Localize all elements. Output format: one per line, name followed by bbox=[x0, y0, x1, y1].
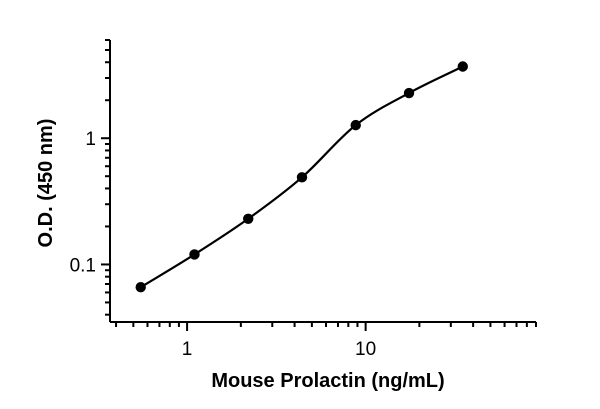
y-tick-label: 0.1 bbox=[70, 255, 96, 276]
data-point bbox=[457, 61, 468, 72]
data-point bbox=[350, 119, 361, 131]
y-ticks: 0.11 bbox=[70, 39, 110, 316]
x-axis-title: Mouse Prolactin (ng/mL) bbox=[211, 370, 444, 392]
data-point bbox=[189, 249, 200, 260]
y-tick-label: 1 bbox=[85, 129, 96, 150]
data-point bbox=[135, 282, 146, 293]
data-point bbox=[243, 213, 254, 224]
data-point bbox=[296, 172, 308, 183]
y-axis-title: O.D. (450 nm) bbox=[35, 119, 57, 248]
x-tick-label: 10 bbox=[355, 339, 376, 360]
x-ticks: 1 10 bbox=[115, 322, 537, 360]
data-points bbox=[135, 61, 468, 293]
data-point bbox=[403, 87, 415, 99]
x-tick-label: 1 bbox=[182, 339, 193, 360]
